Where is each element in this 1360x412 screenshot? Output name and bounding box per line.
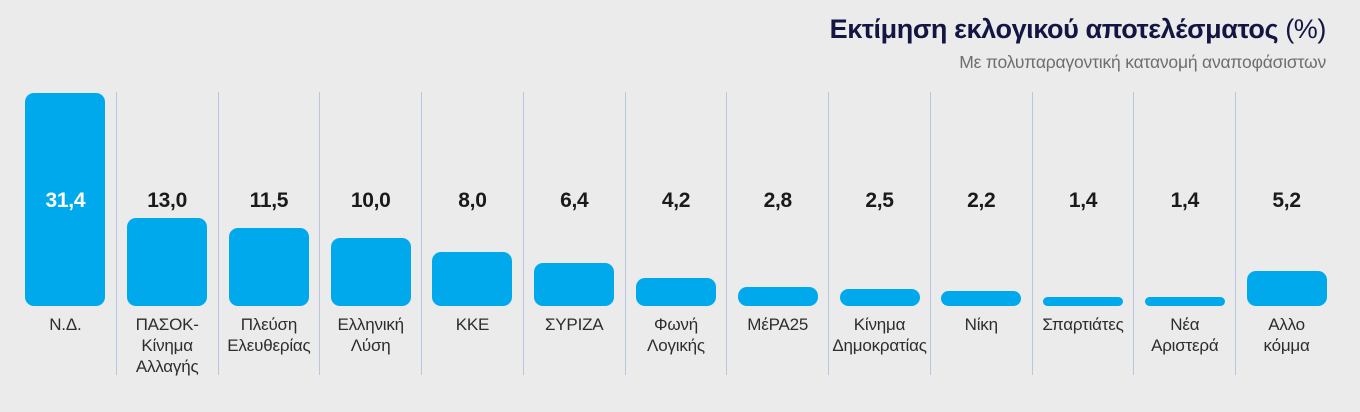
chart-column: 10,0 Ελληνική Λύση	[319, 92, 421, 375]
bar	[432, 252, 513, 306]
category-label: Πλεύση Ελευθερίας	[227, 315, 311, 355]
category-label: Φωνή Λογικής	[647, 315, 705, 355]
chart-column: 5,2 Αλλο κόμμα	[1235, 92, 1337, 375]
category-label: Σπαρτιάτες	[1042, 315, 1124, 334]
bar-value-label: 13,0	[147, 189, 187, 212]
chart-column: 2,2 Νίκη	[929, 92, 1032, 375]
bar-value-label: 2,8	[763, 189, 793, 212]
bar-value-label: 6,4	[560, 189, 589, 212]
chart-column: 8,0 ΚΚΕ	[421, 92, 523, 375]
bar-value-label: 5,2	[1272, 189, 1301, 212]
category-label: Ελληνική Λύση	[337, 315, 404, 355]
category-label: Νέα Αριστερά	[1151, 315, 1219, 355]
category-label: ΜέΡΑ25	[747, 315, 809, 334]
chart-column: 6,4 ΣΥΡΙΖΑ	[522, 92, 625, 375]
chart-column: 31,4 Ν.Δ.	[15, 92, 116, 375]
bar-value-label: 2,2	[967, 189, 996, 212]
bar-value-label: 8,0	[458, 189, 487, 212]
bar	[330, 238, 411, 306]
category-label: ΚΚΕ	[455, 315, 490, 334]
bar-value-label: 10,0	[350, 189, 391, 212]
category-label: Κίνημα Δημοκρατίας	[832, 315, 927, 355]
bar-value-label: 1,4	[1170, 189, 1200, 212]
chart-column: 4,2 Φωνή Λογικής	[624, 92, 727, 375]
bar	[1043, 297, 1124, 306]
category-label: Νίκη	[964, 315, 998, 334]
category-label: ΠΑΣΟΚ- Κίνημα Αλλαγής	[135, 315, 199, 376]
bar	[635, 278, 716, 306]
bar	[941, 291, 1022, 306]
chart-title-text: Εκτίμηση εκλογικού αποτελέσματος	[829, 14, 1279, 44]
bar	[1144, 297, 1225, 306]
bar	[228, 228, 309, 306]
chart-column: 1,4 Σπαρτιάτες	[1031, 92, 1134, 375]
bar	[737, 287, 818, 306]
category-label: Ν.Δ.	[49, 315, 82, 334]
bar-value-label: 1,4	[1068, 189, 1098, 212]
chart-title-unit: (%)	[1285, 14, 1326, 44]
chart-subtitle: Με πολυπαραγοντική κατανομή αναποφάσιστω…	[959, 52, 1326, 72]
chart-column: 2,5 Κίνημα Δημοκρατίας	[828, 92, 930, 375]
chart-title: Εκτίμηση εκλογικού αποτελέσματος (%)	[829, 14, 1327, 45]
bar-value-label: 2,5	[865, 189, 894, 212]
chart-column: 11,5 Πλεύση Ελευθερίας	[217, 92, 320, 375]
chart-column: 13,0 ΠΑΣΟΚ- Κίνημα Αλλαγής	[115, 92, 218, 376]
bar	[25, 93, 106, 306]
chart-column: 2,8 ΜέΡΑ25	[726, 92, 828, 375]
chart-header: Εκτίμηση εκλογικού αποτελέσματος (%) Με …	[829, 14, 1327, 73]
bar	[1246, 271, 1327, 306]
bar	[534, 263, 615, 306]
category-label: Αλλο κόμμα	[1263, 315, 1310, 355]
category-label: ΣΥΡΙΖΑ	[544, 315, 604, 334]
bar	[127, 218, 208, 306]
bar-value-label: 31,4	[45, 189, 86, 212]
bar-value-label: 11,5	[249, 189, 289, 212]
chart-column: 1,4 Νέα Αριστερά	[1133, 92, 1235, 375]
bar	[839, 289, 920, 306]
bar-chart: 31,4 Ν.Δ. 13,0 ΠΑΣΟΚ- Κίνημα Αλλαγής 11,5 Πλε…	[15, 92, 1337, 376]
bar-value-label: 4,2	[661, 189, 691, 212]
